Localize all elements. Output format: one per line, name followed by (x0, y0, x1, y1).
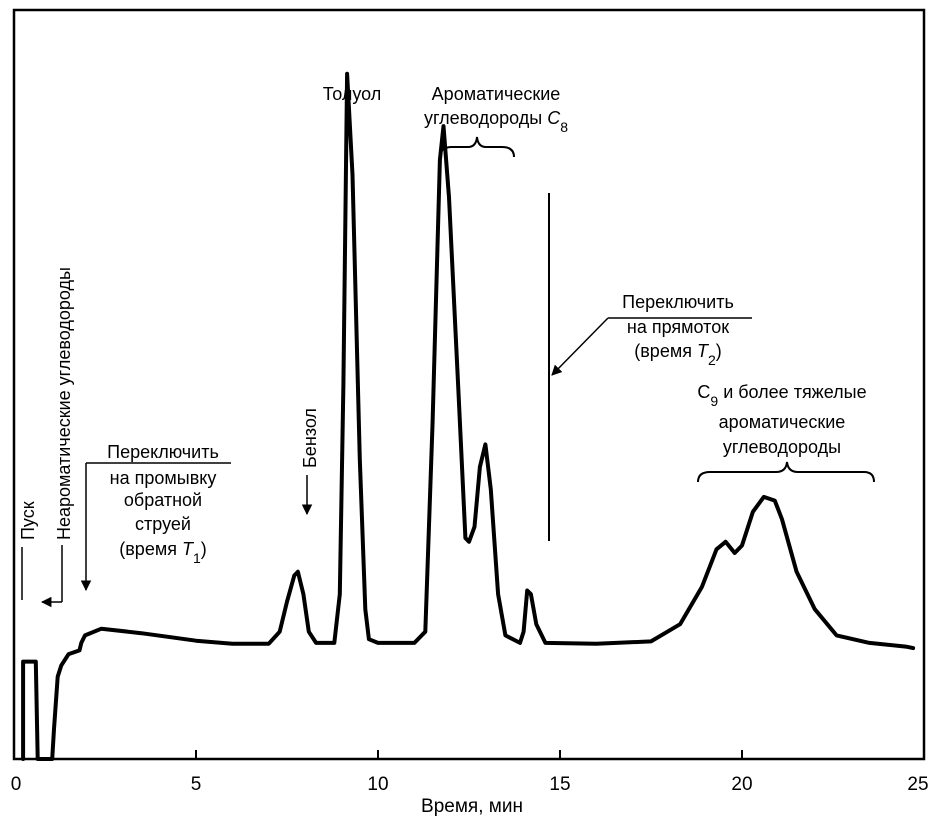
arom-c8-line2: углеводороды C8 (424, 108, 568, 135)
toluol-label: Толуол (323, 84, 382, 104)
switch1-line2: на промывку (110, 468, 217, 488)
x-tick-label: 20 (731, 774, 752, 795)
switch2-line1: Переключить (622, 292, 734, 312)
plot-frame (12, 8, 926, 761)
switch1-annotation: Переключить на промывку обратной струей … (80, 442, 231, 592)
x-tick-label: 0 (11, 774, 22, 795)
switch2-annotation: Переключить на прямоток (время T2) (548, 193, 752, 541)
x-tick-label: 15 (549, 774, 570, 795)
x-tick-label: 5 (191, 774, 202, 795)
pusk-label: Пуск (18, 501, 38, 540)
switch1-line1: Переключить (107, 442, 219, 462)
x-axis-ticks (13, 750, 925, 759)
nonarom-label: Неароматические углеводороды (54, 267, 74, 540)
chromatogram-trace (21, 71, 916, 761)
x-axis-title: Время, мин (421, 796, 523, 817)
switch1-line3: обратной (124, 490, 202, 510)
c9-line1: C9 и более тяжелые (697, 382, 866, 409)
switch2-arrow (551, 317, 609, 376)
switch2-line3: (время T2) (634, 341, 722, 368)
c9-line2: ароматические (719, 412, 846, 432)
x-tick-label: 10 (367, 774, 388, 795)
c9-line3: углеводороды (723, 437, 841, 457)
benzol-label: Бензол (300, 408, 320, 468)
x-axis-tick-labels: 0 5 10 15 20 25 (11, 774, 929, 795)
arom-c8-annotation: Ароматические углеводороды C8 (424, 84, 568, 158)
arom-c8-brace (439, 136, 515, 158)
switch2-line2: на прямоток (627, 317, 729, 337)
c9-annotation: C9 и более тяжелые ароматические углевод… (697, 382, 875, 483)
c9-brace (697, 461, 875, 483)
arom-c8-line1: Ароматические (432, 84, 561, 104)
switch1-line4: струей (135, 514, 191, 534)
x-tick-label: 25 (907, 774, 928, 795)
switch1-line5: (время T1) (119, 539, 207, 566)
